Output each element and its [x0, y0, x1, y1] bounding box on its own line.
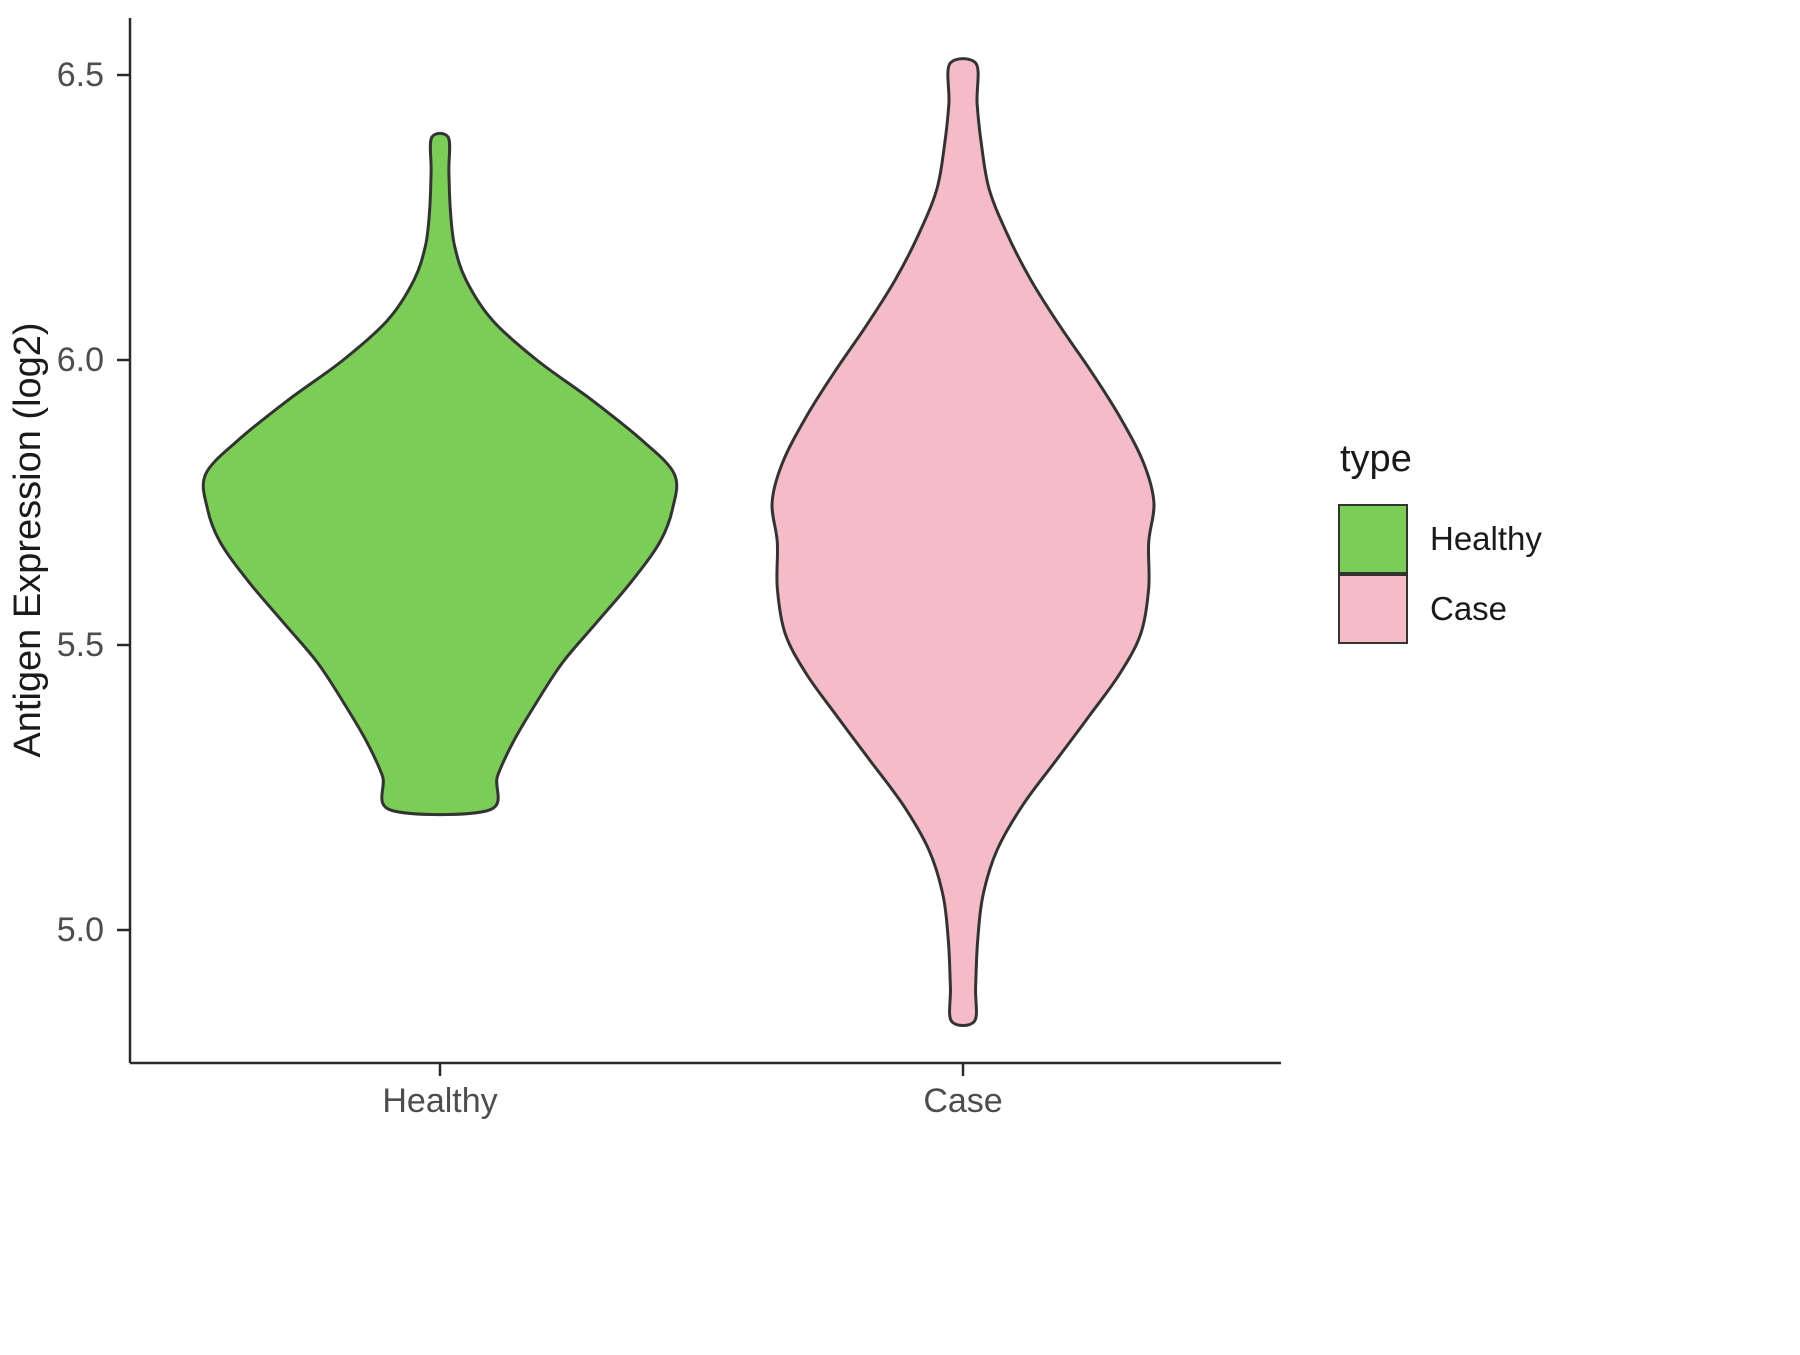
y-tick-label-6-5: 6.5 — [57, 56, 104, 94]
legend-swatch-case — [1338, 574, 1408, 644]
x-cat-label-healthy: Healthy — [382, 1082, 497, 1120]
y-tick-label-5-5: 5.5 — [57, 626, 104, 664]
legend-title: type — [1340, 438, 1412, 480]
legend: type Healthy Case — [1338, 438, 1542, 645]
violin-shapes — [201, 57, 1156, 1027]
y-tick-label-5-0: 5.0 — [57, 911, 104, 949]
x-cat-label-case: Case — [923, 1082, 1002, 1120]
violin-healthy — [201, 131, 679, 817]
y-tick-label-6-0: 6.0 — [57, 341, 104, 379]
legend-label-healthy: Healthy — [1430, 520, 1542, 557]
violin-case — [770, 57, 1156, 1027]
legend-item-healthy: Healthy — [1338, 503, 1542, 575]
legend-swatch-healthy — [1338, 504, 1408, 574]
legend-label-case: Case — [1430, 590, 1508, 627]
y-axis-title: Antigen Expression (log2) — [7, 322, 49, 757]
legend-item-case: Case — [1338, 573, 1542, 645]
